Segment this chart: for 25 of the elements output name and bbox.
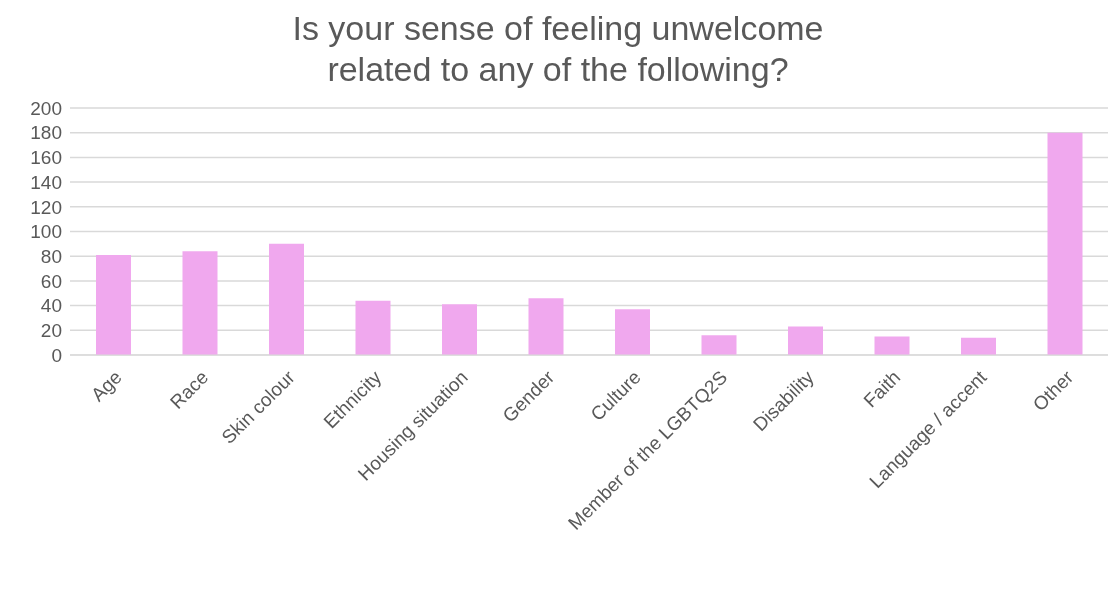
y-tick-label: 180: [30, 122, 62, 144]
y-tick-label: 0: [51, 344, 62, 366]
bar: [96, 254, 131, 355]
bar: [528, 298, 564, 355]
bar: [355, 300, 391, 355]
bar: [874, 336, 910, 355]
chart-title: Is your sense of feeling unwelcome related to any of the following?: [291, 8, 825, 90]
bar: [961, 337, 996, 355]
bar: [1047, 132, 1083, 355]
y-tick-label: 40: [40, 295, 62, 317]
y-tick-label: 200: [30, 97, 62, 119]
bar: [442, 304, 477, 355]
y-tick-label: 160: [30, 147, 62, 169]
y-tick-label: 60: [40, 270, 62, 292]
y-tick-label: 120: [30, 196, 62, 218]
y-tick-label: 20: [40, 320, 62, 342]
x-tick-label: Age: [86, 366, 126, 406]
bar: [269, 243, 304, 355]
bar: [615, 309, 650, 355]
y-tick-label: 100: [30, 221, 62, 243]
bar: [182, 251, 218, 355]
y-tick-label: 140: [30, 171, 62, 193]
bar: [788, 326, 823, 355]
y-tick-label: 80: [40, 245, 62, 267]
bar: [701, 335, 737, 355]
